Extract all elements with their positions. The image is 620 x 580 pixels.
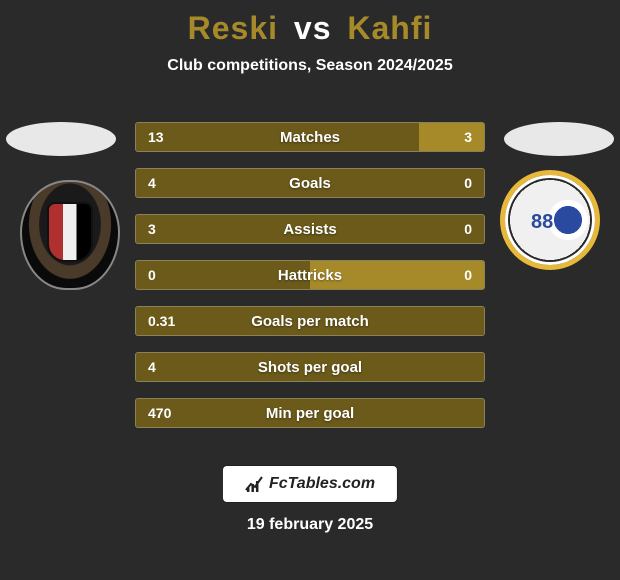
stat-row: 4Shots per goal — [135, 352, 485, 382]
stat-row: 13Matches3 — [135, 122, 485, 152]
stat-row: 470Min per goal — [135, 398, 485, 428]
stat-label: Goals per match — [136, 307, 484, 335]
stat-right-value: 0 — [452, 169, 484, 197]
subtitle: Club competitions, Season 2024/2025 — [0, 57, 620, 75]
stat-label: Matches — [136, 123, 484, 151]
title-player1: Reski — [188, 10, 278, 46]
chart-icon — [245, 475, 263, 493]
comparison-stage: 88 13Matches34Goals03Assists00Hattricks0… — [0, 100, 620, 580]
stat-label: Min per goal — [136, 399, 484, 427]
club-crest-left-shield — [47, 202, 93, 262]
stat-label: Hattricks — [136, 261, 484, 289]
stat-row: 3Assists0 — [135, 214, 485, 244]
club-crest-right: 88 — [500, 170, 600, 270]
stat-row: 0Hattricks0 — [135, 260, 485, 290]
player2-silhouette-head — [504, 122, 614, 156]
stat-right-value — [460, 399, 484, 427]
stat-row: 4Goals0 — [135, 168, 485, 198]
stat-bars: 13Matches34Goals03Assists00Hattricks00.3… — [135, 122, 485, 444]
club-crest-left — [20, 180, 120, 290]
stat-row: 0.31Goals per match — [135, 306, 485, 336]
club-crest-right-number: 88 — [531, 211, 553, 234]
title-player2: Kahfi — [347, 10, 432, 46]
stat-right-value: 0 — [452, 215, 484, 243]
title-vs: vs — [294, 10, 332, 46]
stat-right-value: 0 — [452, 261, 484, 289]
brand-pill: FcTables.com — [223, 466, 397, 502]
stat-right-value — [460, 353, 484, 381]
player1-silhouette-head — [6, 122, 116, 156]
stat-label: Goals — [136, 169, 484, 197]
date-line: 19 february 2025 — [0, 516, 620, 534]
brand-text: FcTables.com — [269, 475, 375, 493]
stat-right-value: 3 — [452, 123, 484, 151]
stat-label: Assists — [136, 215, 484, 243]
stat-right-value — [460, 307, 484, 335]
stat-label: Shots per goal — [136, 353, 484, 381]
page-title: Reski vs Kahfi — [0, 0, 620, 47]
